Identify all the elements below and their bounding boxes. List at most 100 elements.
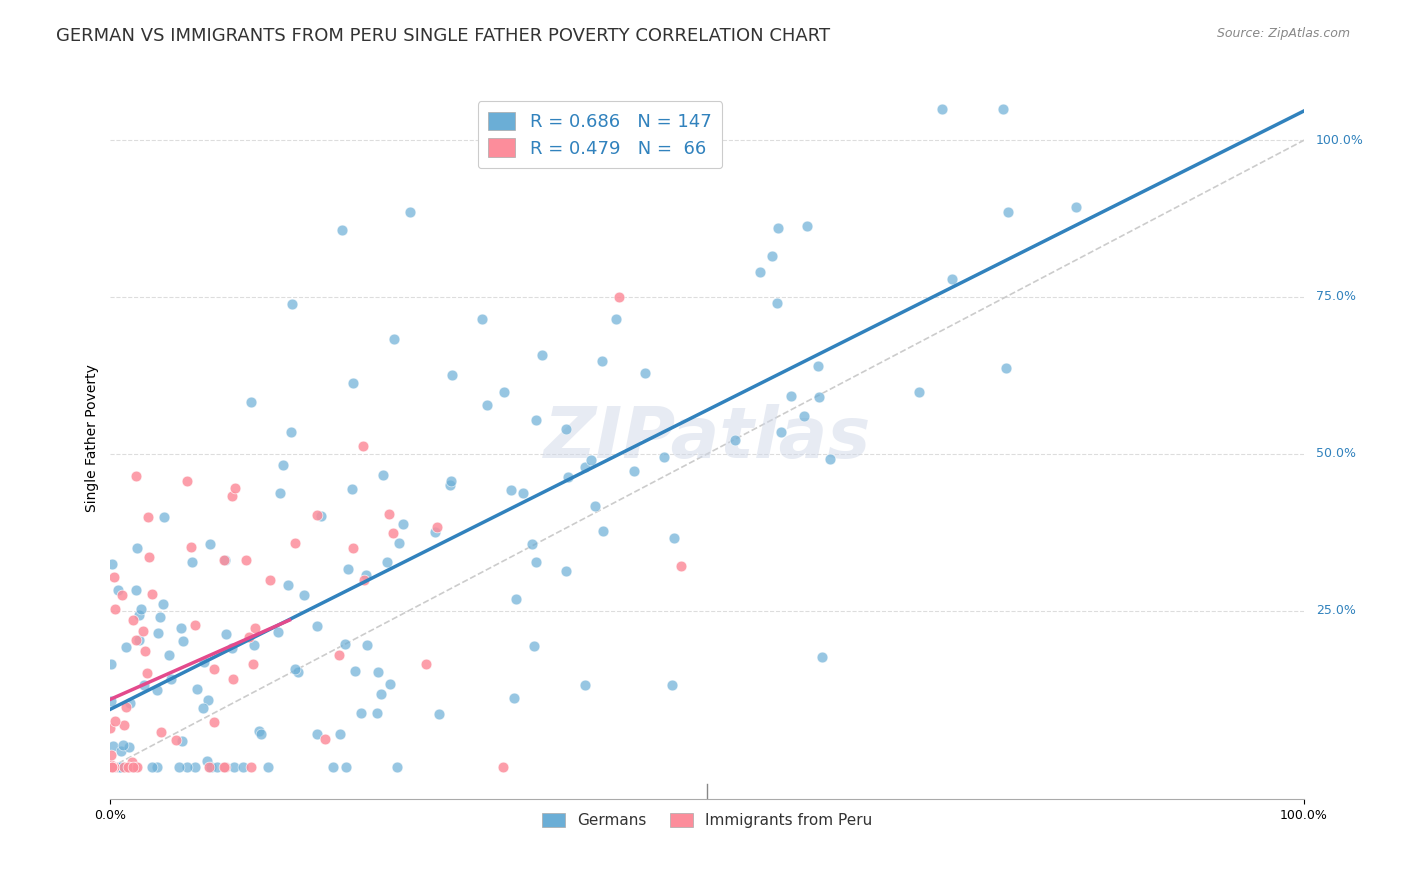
Point xyxy=(761,249,783,263)
Point xyxy=(193,701,215,715)
Point xyxy=(671,559,693,574)
Point xyxy=(371,468,394,483)
Point xyxy=(186,681,208,696)
Point xyxy=(100,747,122,762)
Point xyxy=(250,727,273,741)
Point xyxy=(531,347,554,361)
Point xyxy=(198,760,221,774)
Point xyxy=(110,760,132,774)
Point xyxy=(122,760,145,774)
Point xyxy=(768,221,790,235)
Point xyxy=(100,657,122,671)
Point xyxy=(145,760,167,774)
Point xyxy=(114,640,136,655)
Point xyxy=(1066,200,1088,214)
Text: 75.0%: 75.0% xyxy=(1316,291,1355,303)
Point xyxy=(336,562,359,576)
Point xyxy=(399,205,422,219)
Point xyxy=(240,760,263,774)
Point xyxy=(214,552,236,566)
Point xyxy=(807,359,830,373)
Text: 25.0%: 25.0% xyxy=(1316,604,1355,617)
Point xyxy=(328,648,350,662)
Point xyxy=(342,376,364,390)
Point xyxy=(103,760,125,774)
Point xyxy=(661,678,683,692)
Point xyxy=(654,450,676,464)
Point xyxy=(128,607,150,622)
Point xyxy=(110,744,132,758)
Point xyxy=(100,759,122,773)
Point xyxy=(307,727,329,741)
Point xyxy=(607,290,630,304)
Text: Source: ZipAtlas.com: Source: ZipAtlas.com xyxy=(1216,27,1350,40)
Point xyxy=(557,470,579,484)
Point xyxy=(267,624,290,639)
Point xyxy=(247,724,270,739)
Point xyxy=(724,433,747,447)
Point xyxy=(100,760,122,774)
Point xyxy=(150,725,173,739)
Point xyxy=(664,532,686,546)
Point xyxy=(136,510,159,524)
Point xyxy=(523,639,546,653)
Point xyxy=(352,439,374,453)
Point xyxy=(125,632,148,647)
Point xyxy=(221,641,243,656)
Point xyxy=(524,555,547,569)
Point xyxy=(149,610,172,624)
Point xyxy=(471,312,494,326)
Point xyxy=(370,687,392,701)
Point xyxy=(440,474,463,488)
Point xyxy=(765,296,787,310)
Point xyxy=(342,482,364,496)
Point xyxy=(239,394,262,409)
Point xyxy=(997,205,1019,219)
Point xyxy=(330,222,353,236)
Point xyxy=(152,597,174,611)
Point xyxy=(305,618,328,632)
Point xyxy=(100,760,122,774)
Point xyxy=(121,613,143,627)
Point xyxy=(197,754,219,768)
Point xyxy=(125,582,148,597)
Point xyxy=(907,384,929,399)
Point xyxy=(104,714,127,729)
Point xyxy=(238,630,260,644)
Point xyxy=(221,489,243,503)
Point xyxy=(200,760,222,774)
Point xyxy=(112,760,135,774)
Point xyxy=(314,731,336,746)
Point xyxy=(991,102,1014,116)
Point xyxy=(125,469,148,483)
Point xyxy=(554,422,576,436)
Point xyxy=(138,550,160,565)
Point xyxy=(294,588,316,602)
Point xyxy=(769,425,792,440)
Point xyxy=(132,678,155,692)
Point xyxy=(259,573,281,587)
Point xyxy=(224,760,246,774)
Point xyxy=(141,760,163,774)
Point xyxy=(429,707,451,722)
Point xyxy=(100,760,122,774)
Point xyxy=(232,760,254,774)
Point xyxy=(165,733,187,747)
Point xyxy=(117,760,139,774)
Point xyxy=(367,665,389,679)
Point xyxy=(343,664,366,678)
Point xyxy=(107,583,129,598)
Point xyxy=(146,625,169,640)
Point xyxy=(520,537,543,551)
Point xyxy=(779,389,801,403)
Point xyxy=(354,567,377,582)
Point xyxy=(277,578,299,592)
Text: 100.0%: 100.0% xyxy=(1316,134,1364,146)
Point xyxy=(100,758,122,772)
Point xyxy=(748,265,770,279)
Point xyxy=(329,727,352,741)
Point xyxy=(350,706,373,720)
Point xyxy=(107,760,129,774)
Point xyxy=(128,632,150,647)
Point xyxy=(591,354,613,368)
